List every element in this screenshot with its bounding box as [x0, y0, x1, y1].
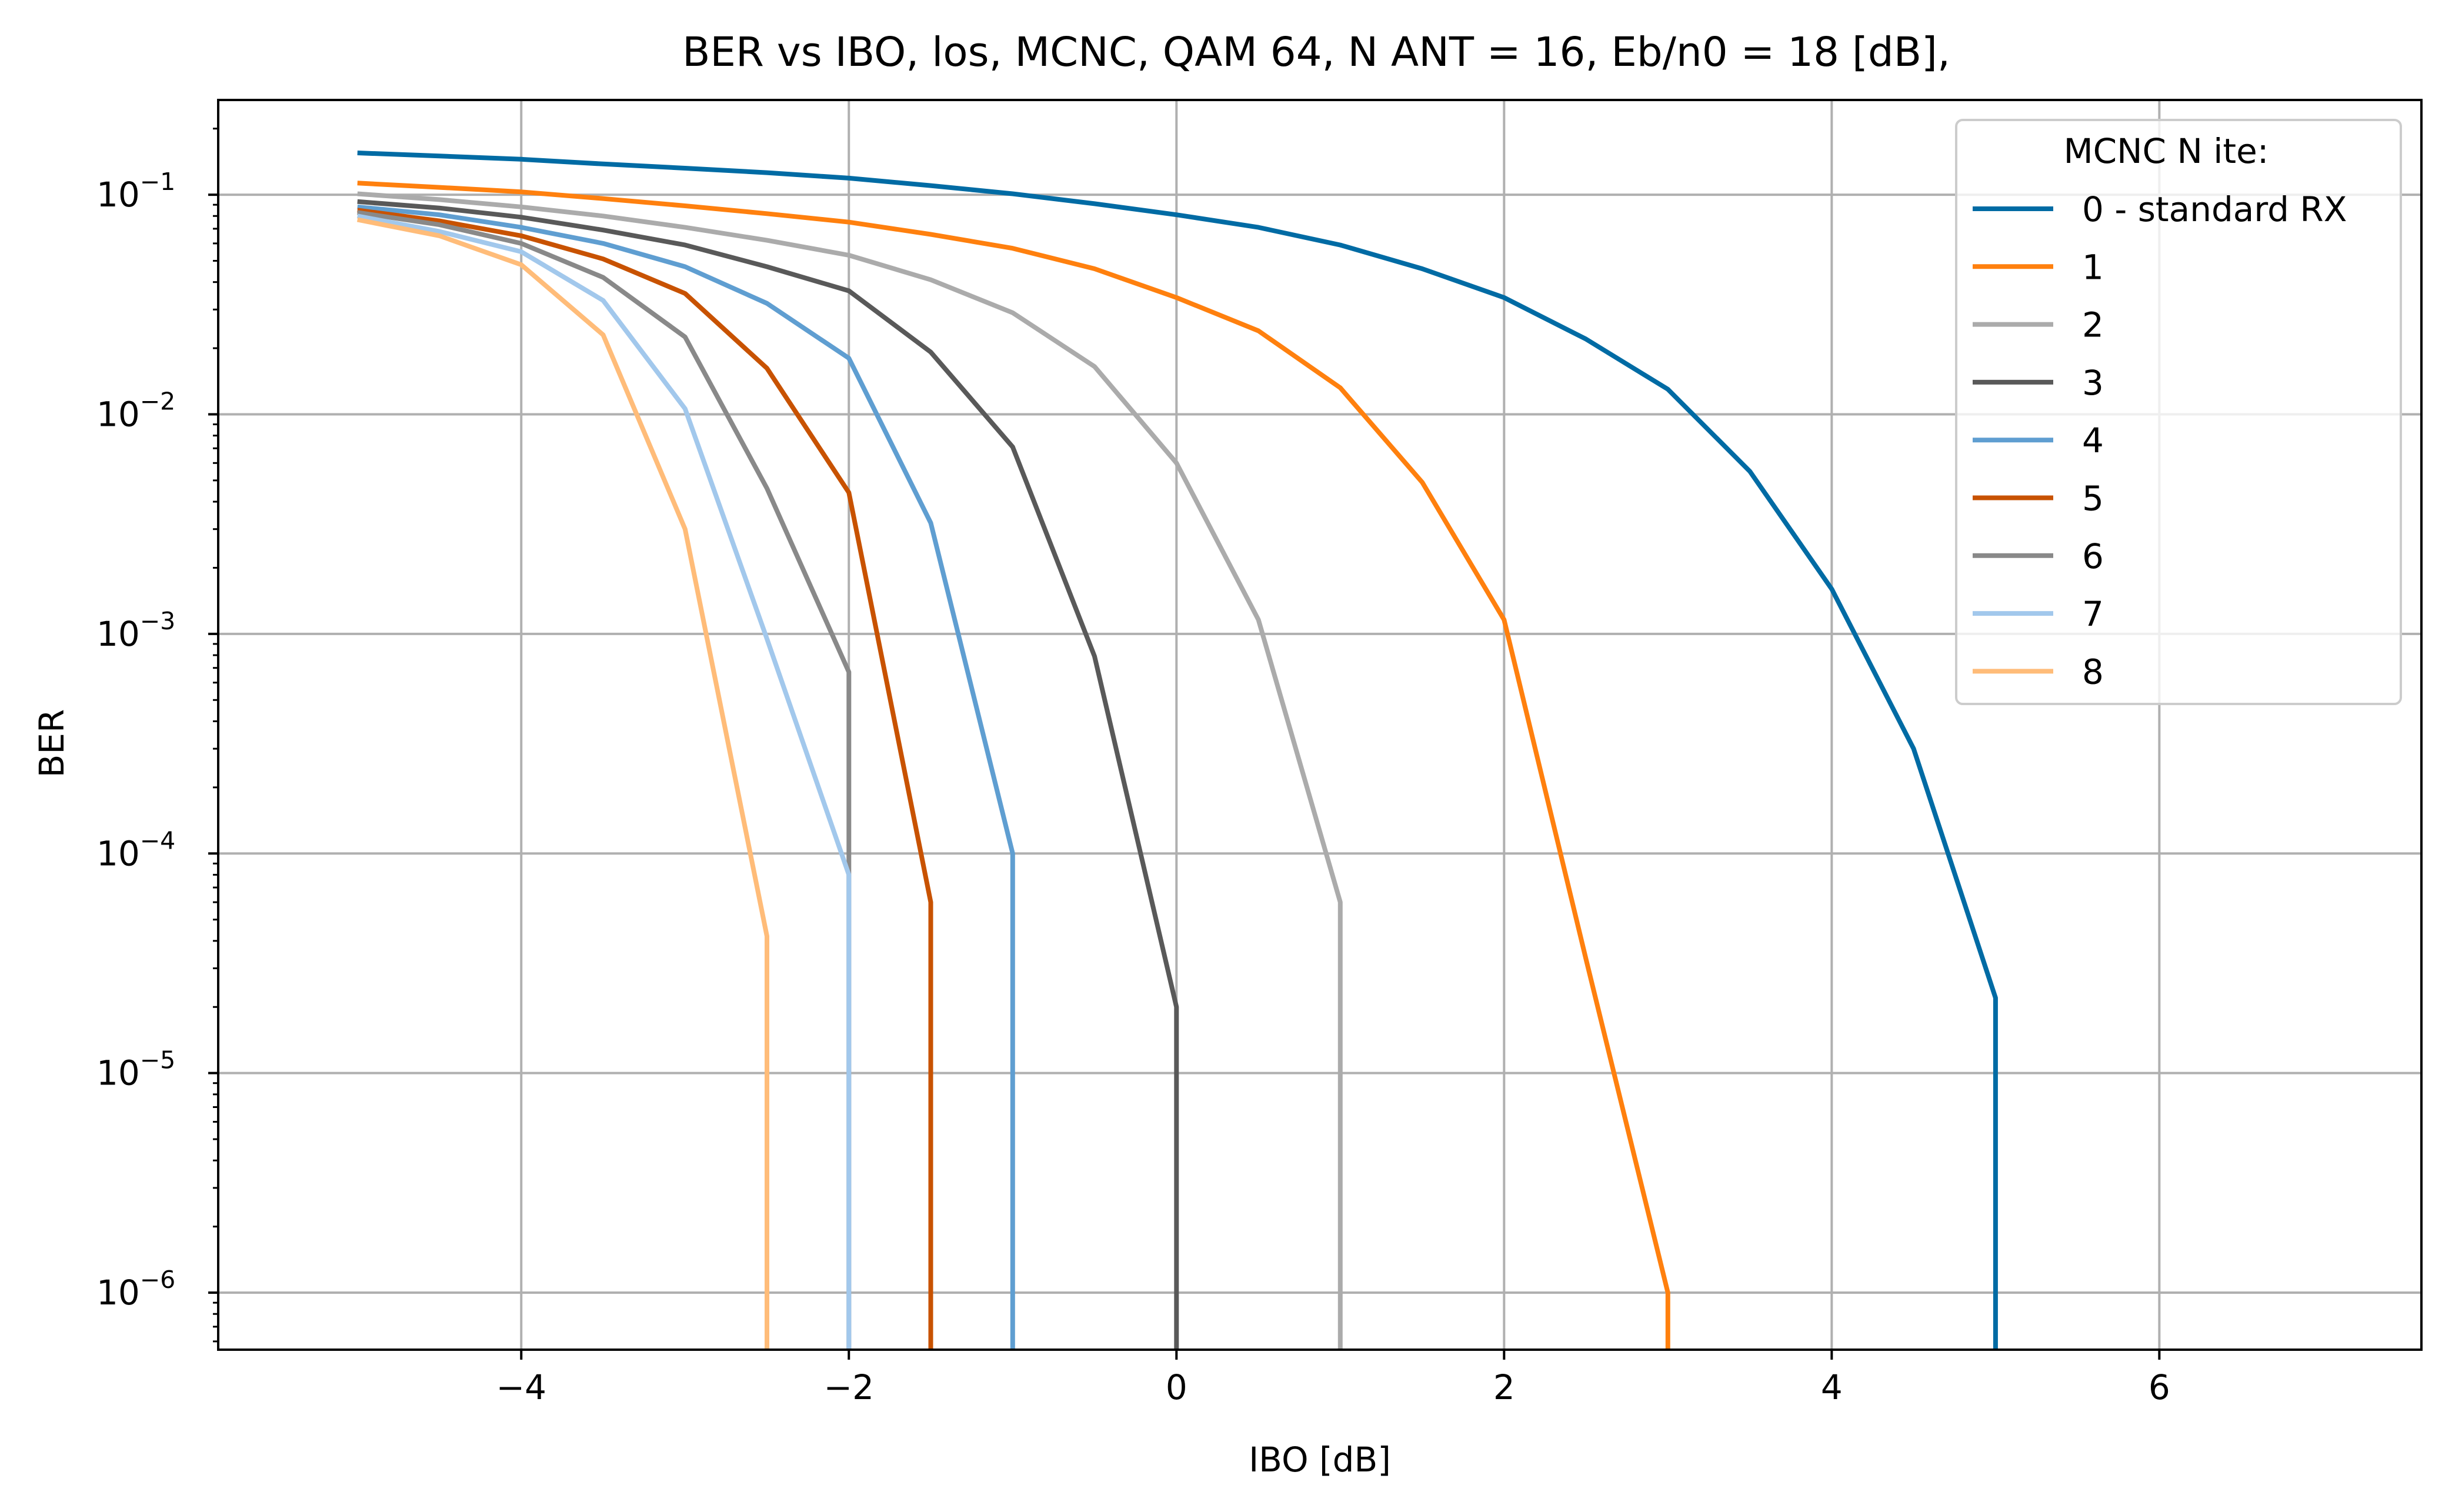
legend-label-0: 0 - standard RX [2082, 189, 2347, 229]
legend-title: MCNC N ite: [2064, 131, 2269, 171]
y-tick-label: 10−6 [96, 1266, 175, 1313]
legend-label-5: 5 [2082, 479, 2104, 519]
series-lines [356, 151, 1998, 1350]
legend-label-8: 8 [2082, 652, 2104, 692]
plot-frame [217, 99, 2423, 1351]
x-tick-label: 4 [1821, 1367, 1843, 1407]
series-line-4 [357, 204, 1015, 1350]
y-tick-label: 10−1 [96, 168, 175, 215]
x-tick-label: 6 [2149, 1367, 2170, 1407]
x-axis-ticks: −4 −2 0 2 4 6 [496, 1350, 2170, 1407]
series-line-3 [357, 199, 1179, 1350]
legend-label-6: 6 [2082, 536, 2104, 576]
series-line-2 [357, 191, 1343, 1350]
y-tick-label: 10−3 [96, 607, 175, 654]
series-line-6 [357, 210, 852, 1350]
legend-label-4: 4 [2082, 420, 2104, 460]
chart-title: BER vs IBO, los, MCNC, QAM 64, N ANT = 1… [682, 29, 1950, 76]
series-line-1 [357, 181, 1670, 1350]
y-tick-label: 10−4 [96, 826, 175, 873]
legend-box [1955, 119, 2402, 705]
legend-label-7: 7 [2082, 594, 2104, 634]
x-tick-label: 0 [1166, 1367, 1187, 1407]
legend-entries: 0 - standard RX 1 2 3 4 5 6 7 8 [1973, 189, 2347, 692]
series-line-8 [356, 217, 769, 1350]
y-axis-label: BER [32, 709, 72, 778]
series-line-5 [357, 208, 933, 1350]
x-axis-label: IBO [dB] [1249, 1440, 1391, 1480]
x-tick-label: −2 [824, 1367, 875, 1407]
y-axis-ticks: 10−1 10−2 10−3 10−4 10−5 10−6 [96, 168, 218, 1313]
legend-label-2: 2 [2082, 305, 2104, 345]
series-line-7 [356, 213, 852, 1350]
legend-label-3: 3 [2082, 363, 2104, 403]
y-tick-label: 10−5 [96, 1046, 175, 1093]
legend: MCNC N ite: 0 - standard RX 1 2 3 4 5 6 7 8 [1955, 119, 2402, 705]
y-tick-label: 10−2 [96, 387, 175, 434]
x-tick-label: 2 [1493, 1367, 1515, 1407]
x-tick-label: −4 [496, 1367, 546, 1407]
legend-label-1: 1 [2082, 247, 2104, 287]
series-line-0 [357, 151, 1998, 1350]
